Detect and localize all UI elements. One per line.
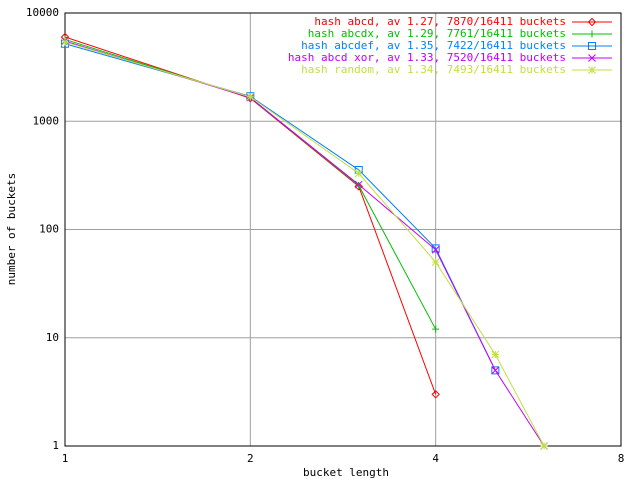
data-point	[354, 180, 363, 189]
y-tick-label: 100	[39, 223, 59, 236]
series-line	[64, 40, 545, 447]
data-point	[432, 325, 440, 333]
series-line	[64, 43, 496, 371]
data-point	[431, 390, 440, 399]
data-point	[354, 169, 363, 178]
x-tick-label: 2	[247, 452, 254, 465]
data-point	[61, 38, 69, 46]
legend-label: hash abcd xor, av 1.33, 7520/16411 bucke…	[288, 51, 566, 64]
legend-marker	[587, 17, 597, 27]
data-point	[431, 245, 440, 254]
data-point	[491, 366, 500, 375]
legend-label: hash random, av 1.34, 7493/16411 buckets	[301, 63, 566, 76]
x-tick-label: 8	[618, 452, 625, 465]
data-point	[246, 93, 255, 101]
y-tick-label: 1000	[33, 114, 60, 127]
legend-marker	[588, 30, 596, 38]
legend-label: hash abcd, av 1.27, 7870/16411 buckets	[314, 15, 566, 28]
data-point	[540, 442, 548, 450]
data-point	[431, 244, 440, 253]
series-line	[64, 41, 545, 447]
data-point	[355, 181, 363, 189]
y-axis-label: number of buckets	[5, 173, 18, 286]
data-point	[431, 258, 440, 266]
y-tick-label: 10	[46, 331, 59, 344]
y-tick-label: 1	[52, 439, 59, 452]
legend-marker	[588, 42, 596, 50]
legend-label: hash abcdef, av 1.35, 7422/16411 buckets	[301, 39, 566, 52]
plot-border	[64, 12, 622, 447]
legend-label: hash abcdx, av 1.29, 7761/16411 buckets	[308, 27, 566, 40]
y-tick-label: 10000	[26, 6, 59, 19]
series-line	[64, 36, 437, 395]
x-tick-label: 1	[62, 452, 69, 465]
x-tick-label: 4	[432, 452, 439, 465]
x-axis-label: bucket length	[303, 466, 389, 479]
legend-marker	[588, 66, 596, 74]
data-point	[491, 350, 500, 359]
legend-marker	[588, 54, 596, 62]
